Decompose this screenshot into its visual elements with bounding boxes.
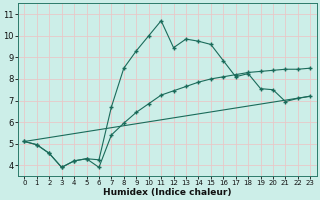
X-axis label: Humidex (Indice chaleur): Humidex (Indice chaleur) (103, 188, 232, 197)
